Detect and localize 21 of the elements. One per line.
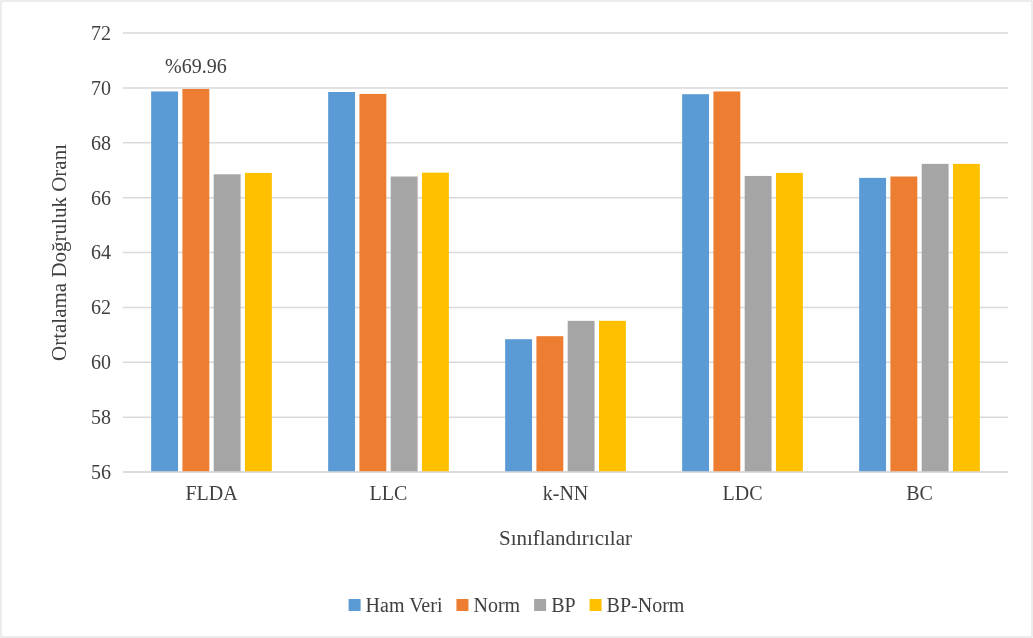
y-tick-label: 66 <box>91 186 111 209</box>
x-tick-label: LLC <box>369 482 408 505</box>
x-axis-title: Sınıflandırıcılar <box>499 526 632 550</box>
y-tick-label: 64 <box>91 241 111 264</box>
y-tick-label: 68 <box>91 131 111 154</box>
x-tick-label: FLDA <box>185 482 239 505</box>
y-tick-label: 72 <box>91 21 111 44</box>
y-tick-label: 70 <box>91 76 111 99</box>
x-tick-label: BC <box>906 482 933 505</box>
legend-label: Ham Veri <box>365 594 443 616</box>
legend-label: BP <box>551 594 576 616</box>
legend-label: Norm <box>473 594 521 616</box>
y-axis-title: Ortalama Doğruluk Oranı <box>47 143 71 361</box>
y-tick-label: 62 <box>91 296 111 319</box>
legend-label: BP-Norm <box>606 594 685 616</box>
data-label: %69.96 <box>165 54 227 77</box>
y-tick-label: 60 <box>91 351 111 374</box>
y-tick-label: 58 <box>91 406 111 429</box>
x-tick-label: LDC <box>722 482 763 505</box>
x-tick-label: k-NN <box>542 482 589 505</box>
y-tick-label: 56 <box>91 460 111 483</box>
